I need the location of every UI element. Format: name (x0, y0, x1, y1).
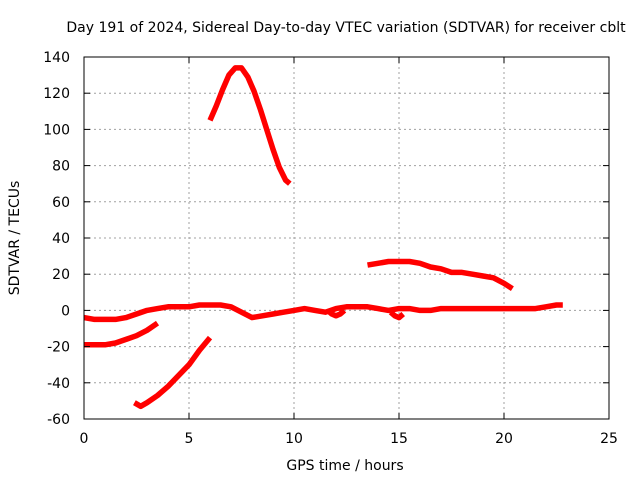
x-tick-label: 25 (600, 431, 618, 447)
y-tick-label: -40 (47, 376, 70, 392)
x-tick-label: 20 (495, 431, 513, 447)
y-tick-label: 120 (43, 86, 70, 102)
x-axis-label: GPS time / hours (286, 458, 403, 474)
x-tick-label: 0 (80, 431, 89, 447)
x-tick-label: 10 (285, 431, 303, 447)
series-arc-upper-right (367, 258, 514, 292)
y-tick-label: 40 (52, 231, 70, 247)
y-tick-label: 0 (61, 303, 70, 319)
y-tick-label: -60 (47, 412, 70, 428)
axis-ticks (83, 56, 610, 420)
y-tick-label: 20 (52, 267, 70, 283)
x-tick-label: 15 (390, 431, 408, 447)
y-tick-label: 100 (43, 122, 70, 138)
data-series (83, 65, 563, 410)
series-arc-near-zero-dip-b (388, 310, 405, 321)
series-arc-rising-low (133, 335, 213, 410)
x-tick-labels: 0 5 10 15 20 25 (80, 431, 618, 447)
y-axis-label: SDTVAR / TECUs (7, 181, 23, 296)
chart-title: Day 191 of 2024, Sidereal Day-to-day VTE… (66, 20, 626, 36)
y-tick-label: 80 (52, 159, 70, 175)
grid-lines (84, 57, 609, 419)
x-tick-label: 5 (185, 431, 194, 447)
series-arc-near-zero-main (83, 302, 563, 323)
y-tick-label: 140 (43, 50, 70, 66)
y-tick-labels: -60 -40 -20 0 20 40 60 80 100 120 140 (43, 50, 70, 428)
series-arc-large-peak (207, 65, 292, 186)
y-tick-label: 60 (52, 195, 70, 211)
series-arc-near-zero-dip-a (325, 308, 347, 319)
series-arc-lower-left (84, 320, 160, 348)
y-tick-label: -20 (47, 340, 70, 356)
